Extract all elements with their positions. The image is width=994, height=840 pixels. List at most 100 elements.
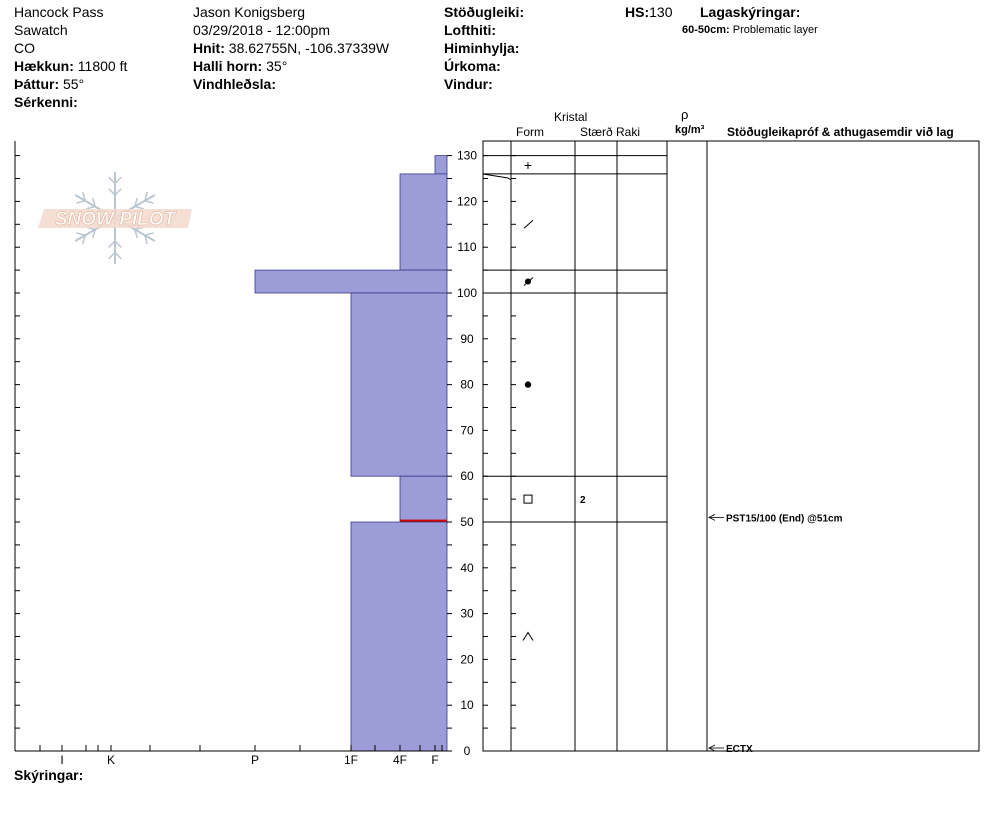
air-temp-label: Lofthiti: (444, 22, 497, 38)
snowflake-branch (134, 229, 138, 239)
logo-text: SNOW PILOT (55, 209, 177, 230)
logo-banner (38, 209, 192, 228)
tests-header: Stöðugleikapróf & athugasemdir við lag (727, 125, 954, 139)
grain-form-symbol: + (524, 157, 532, 173)
grain-form-symbol (524, 381, 532, 388)
grain-form-symbol (523, 219, 534, 229)
snowflake-branch (108, 188, 116, 196)
snow-height-label: HS: (625, 4, 650, 20)
snowflake-branch (108, 240, 116, 248)
hardness-bar (399, 173, 448, 271)
grain-form-symbol (523, 494, 533, 504)
location: Hancock Pass (14, 4, 104, 20)
snowflake-branch (114, 188, 122, 196)
slope-angle-label: Halli horn: (193, 58, 263, 74)
snowflake-branch (144, 191, 148, 201)
legend-text: Problematic layer (732, 24, 818, 36)
snowflake-branch (82, 235, 86, 245)
hardness-bar (350, 292, 448, 477)
snowflake-branch (76, 232, 86, 236)
density-unit-header: kg/m³ (675, 124, 705, 136)
test-arrow (708, 744, 716, 752)
grain-form-stroke (523, 277, 534, 286)
datetime: 03/29/2018 - 12:00pm (193, 22, 330, 38)
wind-loading-label: Vindhleðsla: (193, 76, 276, 92)
snowflake-branch (92, 197, 96, 207)
depth-tick-label: 90 (460, 332, 474, 346)
legend-label: Lagaskýringar: (700, 4, 801, 20)
aspect-label: Þáttur: (14, 76, 60, 92)
snowflake-branch (134, 205, 144, 210)
depth-tick-label: 60 (460, 469, 474, 483)
stability-test-label: PST15/100 (End) @51cm (726, 513, 843, 524)
snowflake-branch (108, 251, 116, 260)
moisture-header: Raki (616, 125, 641, 139)
snowflake-branch (76, 200, 86, 204)
crystal-header: Kristal (554, 110, 588, 124)
depth-tick-label: 110 (457, 240, 476, 254)
size-header: Stærð (580, 125, 613, 139)
snowflake-branch (144, 235, 148, 245)
snowpilot-logo: SNOW PILOT (38, 172, 192, 264)
snowflake-branch (144, 200, 154, 204)
coordinates: Hnit: 38.62755N, -106.37339W (193, 39, 389, 57)
snowflake-branch (86, 205, 96, 210)
hardness-label: 4F (393, 753, 407, 767)
elevation-value: 11800 ft (77, 58, 128, 74)
hardness-label: P (251, 753, 259, 767)
depth-tick-label: 80 (460, 378, 474, 392)
form-header: Form (516, 125, 544, 139)
hardness-bar (434, 155, 448, 175)
snow-height-value: 130 (649, 4, 673, 20)
grain-size-label: 2 (580, 495, 586, 506)
hardness-label: F (431, 753, 438, 767)
snowflake-branch (134, 197, 138, 207)
snowflake-branch (114, 251, 122, 260)
legend-entry: 60-50cm: Problematic layer (682, 24, 818, 36)
sky-label: Himinhylja: (444, 40, 520, 56)
depth-tick-label: 120 (457, 194, 477, 208)
elevation-label: Hækkun: (14, 58, 74, 74)
hardness-label: K (107, 753, 115, 767)
slope-angle-value: 35° (266, 58, 288, 74)
depth-tick-label: 50 (460, 515, 474, 529)
depth-tick-label: 30 (460, 607, 474, 621)
aspect-value: 55° (63, 76, 85, 92)
state: CO (14, 40, 35, 56)
mountain-range: Sawatch (14, 22, 68, 38)
depth-tick-label: 70 (460, 423, 474, 437)
boundary-connector (482, 173, 512, 181)
profile-panel-border (482, 140, 980, 752)
slope-angle: Halli horn: 35° (193, 57, 287, 75)
depth-tick-label: 100 (457, 286, 477, 300)
depth-tick-label: 40 (460, 561, 474, 575)
coordinates-value: 38.62755N, -106.37339W (228, 40, 390, 56)
observer: Jason Konigsberg (193, 4, 306, 20)
legend-range: 60-50cm: (682, 24, 730, 36)
depth-tick-label: 0 (464, 744, 471, 758)
rho-header: ρ (681, 107, 689, 122)
snow-height: HS:130 (625, 3, 672, 21)
comments-label: Skýringar: (14, 767, 84, 783)
snowflake-branch (114, 240, 122, 248)
features-label: Sérkenni: (14, 94, 78, 110)
snowflake-branch (82, 191, 86, 201)
snowflake-branch (92, 229, 96, 239)
hardness-label: I (60, 753, 63, 767)
snowflake-branch (108, 176, 116, 185)
wind-label: Vindur: (444, 76, 493, 92)
hardness-bar (254, 269, 448, 294)
snowflake-branch (144, 232, 154, 236)
precip-label: Úrkoma: (444, 58, 501, 74)
coordinates-label: Hnit: (193, 40, 225, 56)
aspect: Þáttur: 55° (14, 75, 84, 93)
test-arrow (708, 514, 716, 521)
hardness-bar (350, 521, 448, 752)
stability-label: Stöðugleiki: (444, 4, 525, 20)
depth-tick-label: 20 (460, 652, 474, 666)
snowflake-branch (114, 176, 122, 185)
depth-tick-label: 130 (457, 149, 477, 163)
hardness-bar (399, 475, 448, 523)
grain-form-symbol (522, 631, 534, 641)
